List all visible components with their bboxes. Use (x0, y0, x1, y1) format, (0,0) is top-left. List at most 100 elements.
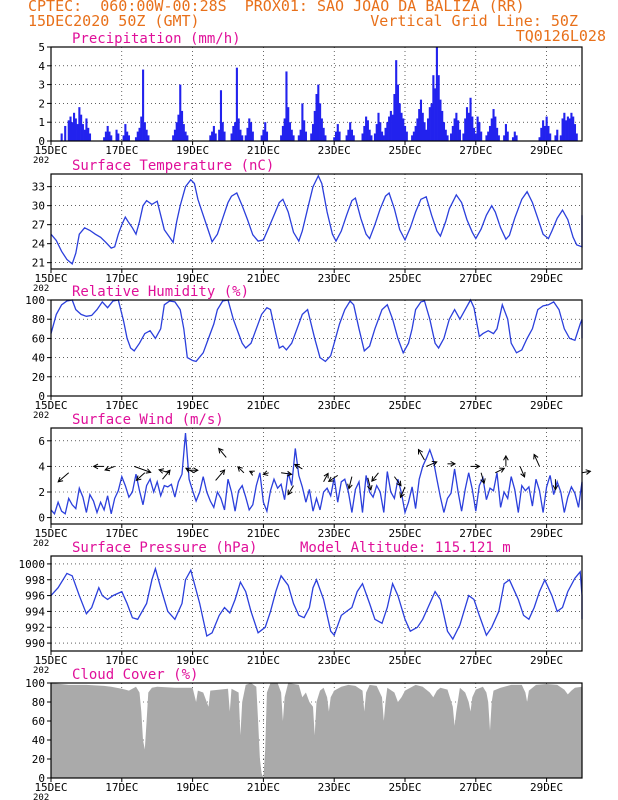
precip-bar (370, 135, 373, 141)
precip-xtick-label: 29DEC (530, 144, 563, 157)
precip-bar (71, 122, 74, 141)
header-line-1: CPTEC: 060:00W-00:28S PROX01: SAO JOAO D… (28, 0, 525, 15)
precip-bar (230, 133, 233, 141)
precip-bar (211, 131, 214, 141)
precip-bar (64, 125, 67, 141)
precip-xtick-label: 27DEC (459, 144, 492, 157)
precip-bar (561, 118, 564, 141)
precip-bar (379, 122, 382, 141)
precip-bar (441, 110, 444, 141)
precip-bar (108, 131, 111, 141)
wind-vector-shaft (581, 470, 591, 474)
rh-xtick-label: 23DEC (318, 399, 351, 412)
precip-bar (88, 133, 92, 141)
wind-vector-shaft (323, 473, 329, 482)
precip-bar (485, 135, 488, 141)
wind-vector-head (145, 468, 152, 474)
precip-bar (559, 135, 562, 141)
wind-xtick-label: 25DEC (388, 527, 421, 540)
precip-bar (494, 116, 497, 141)
wind-vector-head (158, 468, 165, 474)
precip-bar (292, 135, 295, 141)
precip-bar (248, 118, 251, 141)
precip-bar (334, 131, 338, 141)
rh-xtick-label: 21DEC (247, 399, 280, 412)
precip-bar (432, 75, 435, 141)
wind-vector-shaft (328, 474, 339, 482)
wind-vector-head (262, 470, 269, 476)
precip-bar (338, 131, 341, 141)
precip-bar (366, 120, 369, 141)
rh-xtick-label: 15DEC (34, 399, 67, 412)
wind-ytick-label: 2 (38, 486, 45, 499)
wind-vector-shaft (134, 465, 151, 473)
wind-vector-head (396, 480, 402, 487)
precip-bar (324, 135, 327, 141)
precip-bar (428, 107, 431, 141)
wind-vector-head (286, 470, 293, 477)
wind-vector-head (474, 463, 481, 470)
precip-bar (515, 135, 518, 141)
precip-bar (173, 129, 176, 141)
wind-vector-head (135, 475, 142, 481)
wind-vector-shaft (287, 485, 294, 495)
precip-bar (310, 133, 313, 141)
cloud-year-label: 202 (33, 793, 49, 800)
cloud-xtick-label: 25DEC (388, 781, 421, 794)
precip-bar (104, 131, 107, 141)
precip-bar (423, 122, 426, 141)
precip-bar (235, 67, 238, 141)
wind-xtick-label: 29DEC (530, 527, 563, 540)
precip-bar (177, 114, 180, 141)
precip-bar (471, 116, 474, 141)
precip-frame (50, 46, 583, 142)
wind-frame (50, 427, 583, 525)
precip-xtick-label: 17DEC (105, 144, 138, 157)
precip-bar (506, 131, 509, 141)
precip-bar (127, 135, 130, 141)
wind-vector-shaft (136, 472, 146, 481)
wind-vector-head (323, 472, 329, 479)
precip-bar (496, 127, 499, 141)
wind-vector-shaft (367, 477, 372, 491)
wind-xtick-label: 27DEC (459, 527, 492, 540)
rh-ytick-label: 60 (32, 332, 45, 345)
precip-bar (488, 125, 492, 141)
header-line-3-right: TQ0126L028 (515, 27, 606, 45)
cloud-panel (47, 682, 583, 782)
wind-vector-head (450, 461, 457, 467)
cloud-area (51, 683, 582, 778)
precip-bar (315, 94, 318, 141)
precip-bar (304, 131, 307, 141)
precip-bar (186, 135, 189, 141)
precip-bar (363, 125, 366, 141)
precip-bar (182, 124, 185, 141)
press-frame (50, 555, 583, 652)
press-ytick-label: 1000 (19, 558, 46, 571)
precip-bar (478, 122, 481, 141)
precip-bar (476, 116, 479, 141)
precip-bar (375, 124, 378, 141)
precip-bar (223, 131, 226, 141)
wind-xtick-label: 15DEC (34, 527, 67, 540)
temp-xtick-label: 17DEC (105, 272, 138, 285)
precip-bar (380, 131, 384, 141)
press-xtick-label: 23DEC (318, 654, 351, 667)
precip-bar (147, 135, 150, 141)
precip-bar (115, 129, 118, 141)
precip-bar (313, 110, 316, 141)
precip-bar (398, 103, 401, 141)
precip-bar (446, 135, 449, 141)
wind-panel (47, 427, 592, 528)
precip-bar (547, 125, 550, 141)
precip-bar (287, 107, 290, 141)
precip-bar (180, 110, 184, 141)
precip-bar (430, 103, 433, 141)
precip-bar (221, 122, 224, 141)
precip-bar (377, 112, 380, 141)
precip-bar (437, 75, 440, 141)
wind-vector-shaft (495, 467, 505, 474)
rh-ytick-label: 20 (32, 371, 45, 384)
precip-bar (543, 125, 546, 141)
temp-xtick-label: 15DEC (34, 272, 67, 285)
